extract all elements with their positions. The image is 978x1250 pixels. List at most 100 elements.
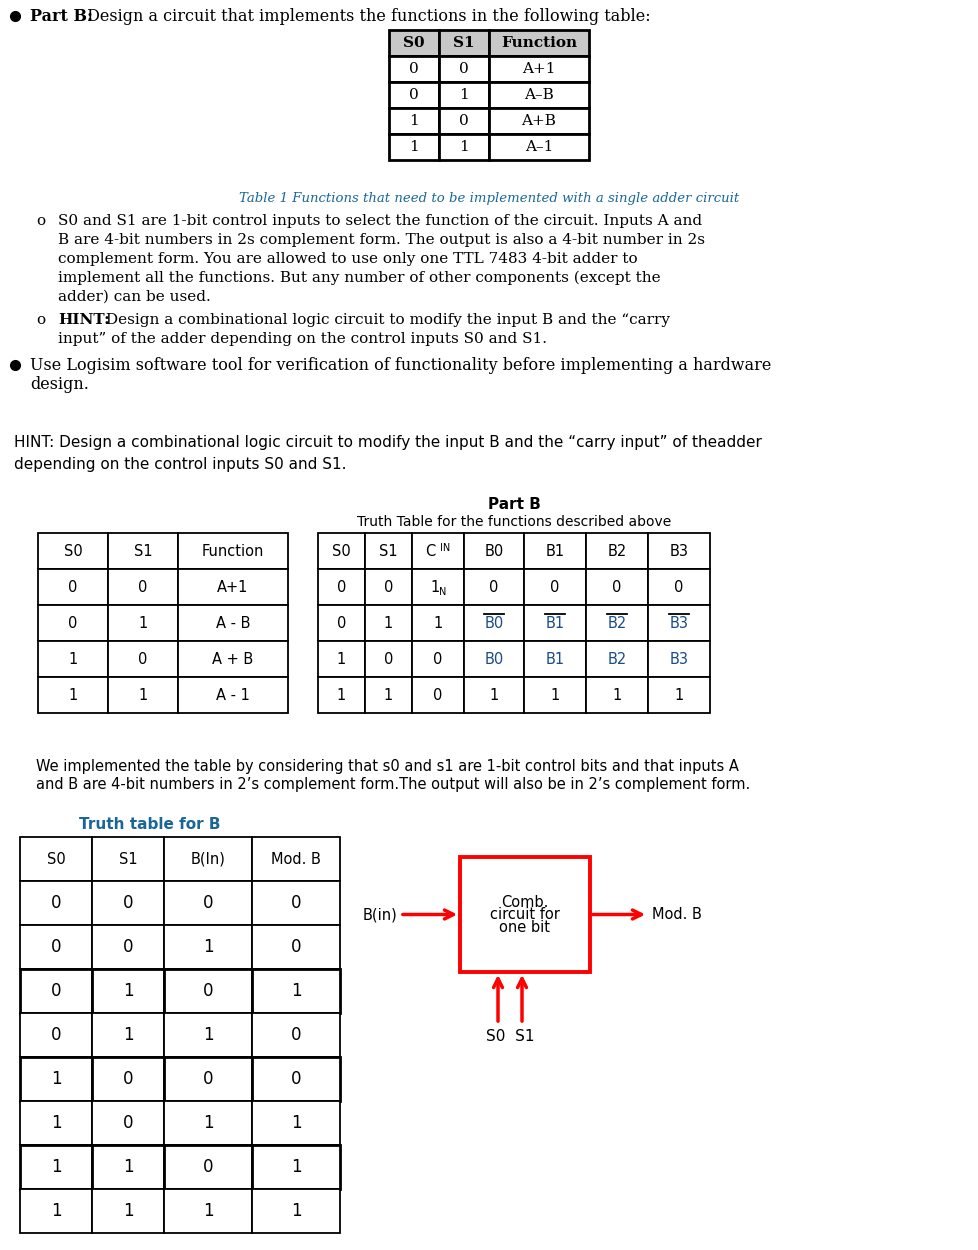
Bar (108, 678, 178, 712)
Text: B2: B2 (606, 544, 626, 559)
Bar (108, 641, 178, 678)
Text: S1: S1 (378, 544, 397, 559)
Bar (108, 532, 178, 569)
Text: Function: Function (201, 544, 264, 559)
Text: 1: 1 (51, 1070, 62, 1088)
Text: adder) can be used.: adder) can be used. (58, 290, 210, 304)
Text: Comb.: Comb. (501, 895, 548, 910)
Bar (92, 1013, 164, 1058)
Bar (412, 605, 464, 641)
Bar (38, 678, 108, 712)
Text: N: N (439, 588, 446, 598)
Bar (178, 605, 288, 641)
Text: 1: 1 (138, 688, 148, 702)
Bar (164, 881, 251, 925)
Text: B0: B0 (484, 651, 503, 666)
Text: 1: 1 (202, 938, 213, 956)
Text: B1: B1 (545, 651, 564, 666)
Bar (438, 107, 488, 134)
Bar (464, 678, 523, 712)
Text: 1: 1 (68, 651, 77, 666)
Bar (178, 641, 288, 678)
Text: S1: S1 (118, 851, 137, 866)
Bar (318, 641, 365, 678)
Text: 1: 1 (612, 688, 621, 702)
Text: B2: B2 (606, 651, 626, 666)
Bar (164, 925, 251, 969)
Bar (164, 969, 251, 1012)
Text: 0: 0 (383, 651, 393, 666)
Bar (388, 30, 438, 56)
Bar (523, 605, 586, 641)
Bar (388, 134, 438, 160)
Bar (488, 134, 589, 160)
Text: 0: 0 (674, 580, 683, 595)
Bar (318, 678, 365, 712)
Bar (251, 1189, 339, 1232)
Text: Design a circuit that implements the functions in the following table:: Design a circuit that implements the fun… (82, 8, 650, 25)
Text: 0: 0 (202, 982, 213, 1000)
Text: 1: 1 (68, 688, 77, 702)
Text: 0: 0 (138, 580, 148, 595)
Text: 0: 0 (336, 615, 346, 630)
Text: 1: 1 (550, 688, 559, 702)
Bar (365, 678, 412, 712)
Bar (251, 925, 339, 969)
Bar (20, 838, 92, 881)
Bar (523, 641, 586, 678)
Text: 1: 1 (202, 1114, 213, 1132)
Bar (251, 838, 339, 881)
Text: 1: 1 (122, 1202, 133, 1220)
Text: 0: 0 (138, 651, 148, 666)
Bar (20, 1145, 92, 1189)
Text: Table 1 Functions that need to be implemented with a single adder circuit: Table 1 Functions that need to be implem… (239, 192, 738, 205)
Text: 0: 0 (290, 1026, 301, 1044)
Bar (488, 107, 589, 134)
Text: A + B: A + B (212, 651, 253, 666)
Text: A - B: A - B (215, 615, 250, 630)
Bar (438, 56, 488, 82)
Bar (464, 605, 523, 641)
Text: 0: 0 (122, 1070, 133, 1088)
Bar (464, 532, 523, 569)
Text: A+B: A+B (521, 114, 556, 128)
Bar (388, 82, 438, 107)
Text: 1: 1 (433, 615, 442, 630)
Text: A+1: A+1 (217, 580, 248, 595)
Text: HINT:: HINT: (58, 312, 110, 328)
Bar (365, 641, 412, 678)
Text: 0: 0 (122, 938, 133, 956)
Text: B are 4-bit numbers in 2s complement form. The output is also a 4-bit number in : B are 4-bit numbers in 2s complement for… (58, 232, 704, 248)
Bar (412, 532, 464, 569)
Text: Mod. B: Mod. B (271, 851, 321, 866)
Text: circuit for: circuit for (490, 908, 559, 922)
Text: S0: S0 (64, 544, 82, 559)
Text: 1: 1 (336, 688, 346, 702)
Text: B0: B0 (484, 544, 503, 559)
Text: 1: 1 (290, 1158, 301, 1176)
Bar (365, 532, 412, 569)
Bar (488, 82, 589, 107)
Text: 1: 1 (202, 1026, 213, 1044)
Text: 0: 0 (409, 88, 419, 103)
Text: 0: 0 (122, 894, 133, 912)
Text: B(in): B(in) (362, 908, 397, 922)
Text: 0: 0 (290, 1070, 301, 1088)
Bar (92, 1145, 164, 1189)
Bar (92, 1101, 164, 1145)
Text: 0: 0 (290, 938, 301, 956)
Bar (92, 925, 164, 969)
Text: S1: S1 (453, 36, 474, 50)
Text: o: o (36, 312, 45, 328)
Bar (647, 569, 709, 605)
Text: 1: 1 (674, 688, 683, 702)
Bar (20, 1189, 92, 1232)
Text: 0: 0 (611, 580, 621, 595)
Bar (38, 569, 108, 605)
Text: A–1: A–1 (524, 140, 553, 154)
Text: 0: 0 (433, 688, 442, 702)
Bar (164, 1058, 251, 1101)
Bar (488, 30, 589, 56)
Text: complement form. You are allowed to use only one TTL 7483 4-bit adder to: complement form. You are allowed to use … (58, 253, 637, 266)
Bar (178, 532, 288, 569)
